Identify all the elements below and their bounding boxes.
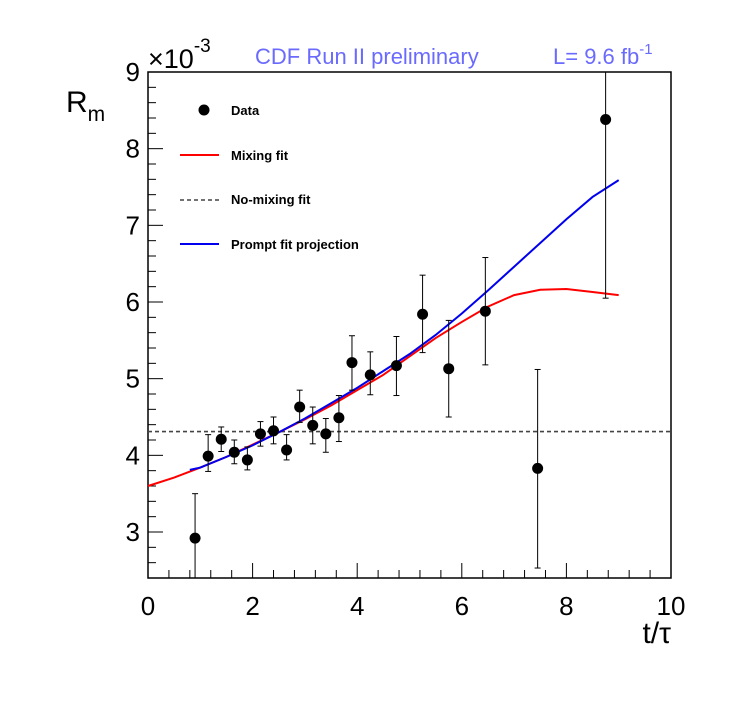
axis-ticks bbox=[147, 71, 672, 579]
x-axis-title: t/τ bbox=[642, 617, 671, 650]
data-point bbox=[320, 428, 332, 440]
y-multiplier: ×10-3 bbox=[148, 36, 211, 74]
y-tick-label: 4 bbox=[126, 440, 140, 470]
x-tick-label: 0 bbox=[141, 591, 155, 621]
legend-label-mixing: Mixing fit bbox=[231, 148, 289, 163]
header-label: CDF Run II preliminary bbox=[255, 44, 479, 69]
data-points bbox=[189, 71, 612, 578]
prompt-fit-line bbox=[189, 179, 620, 471]
legend-label-nomixing: No-mixing fit bbox=[231, 192, 311, 207]
data-point bbox=[532, 462, 544, 474]
data-point bbox=[281, 444, 293, 456]
data-point bbox=[333, 412, 345, 424]
data-point bbox=[228, 446, 240, 458]
data-point bbox=[364, 369, 376, 381]
legend-label-data: Data bbox=[231, 103, 260, 118]
x-tick-label: 4 bbox=[350, 591, 364, 621]
data-point bbox=[390, 360, 402, 372]
data-point bbox=[479, 305, 491, 317]
data-point bbox=[443, 363, 455, 375]
x-tick-label: 8 bbox=[559, 591, 573, 621]
y-tick-label: 7 bbox=[126, 210, 140, 240]
data-point bbox=[294, 401, 306, 413]
y-axis-title: Rm bbox=[66, 86, 105, 126]
data-point bbox=[417, 308, 429, 320]
data-point bbox=[189, 532, 201, 544]
x-tick-label: 2 bbox=[245, 591, 259, 621]
y-tick-label: 5 bbox=[126, 364, 140, 394]
mixing-fit-line bbox=[147, 287, 619, 487]
data-point bbox=[215, 433, 227, 445]
plot-frame bbox=[147, 71, 672, 579]
data-point bbox=[346, 357, 358, 369]
legend: Data Mixing fit No-mixing fit Prompt fit… bbox=[180, 103, 359, 252]
data-point bbox=[254, 428, 266, 440]
x-tick-label: 6 bbox=[455, 591, 469, 621]
tick-labels: 0 2 4 6 8 10 3 4 5 6 7 8 9 bbox=[126, 57, 686, 621]
x-tick-label: 10 bbox=[657, 591, 686, 621]
y-tick-label: 6 bbox=[126, 287, 140, 317]
y-tick-label: 8 bbox=[126, 134, 140, 164]
y-tick-label: 3 bbox=[126, 517, 140, 547]
data-point bbox=[202, 450, 214, 462]
header-lumi: L= 9.6 fb-1 bbox=[553, 41, 653, 69]
data-point bbox=[600, 114, 612, 126]
data-point bbox=[307, 419, 319, 431]
y-tick-label: 9 bbox=[126, 57, 140, 87]
legend-marker-data bbox=[198, 104, 210, 116]
data-point bbox=[241, 454, 253, 466]
data-point bbox=[268, 425, 280, 437]
legend-label-prompt: Prompt fit projection bbox=[231, 237, 359, 252]
